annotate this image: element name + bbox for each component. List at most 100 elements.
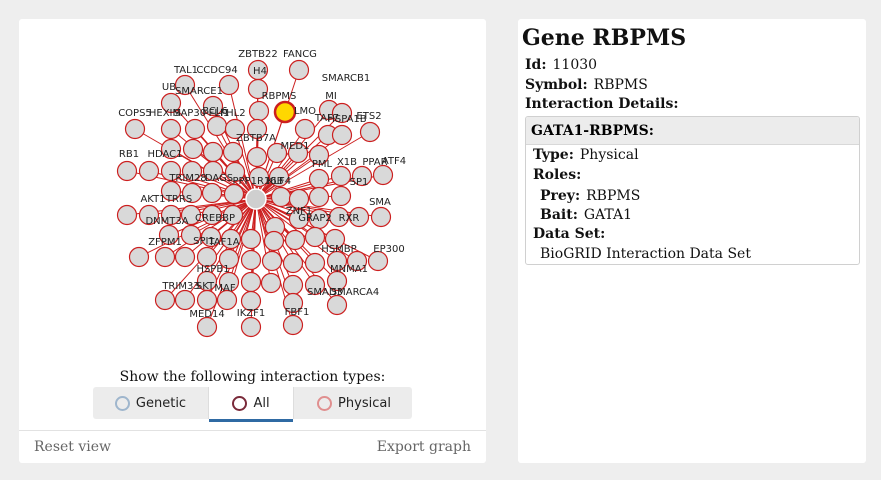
network-node[interactable] [202, 141, 224, 163]
network-node[interactable] [288, 208, 310, 230]
network-node[interactable] [202, 95, 224, 117]
network-node[interactable] [246, 146, 268, 168]
network-node[interactable] [222, 204, 244, 226]
network-node[interactable] [138, 204, 160, 226]
network-node[interactable] [181, 160, 203, 182]
network-node[interactable] [266, 142, 288, 164]
network-node[interactable] [154, 246, 176, 268]
network-node[interactable] [138, 160, 160, 182]
network-node-selected[interactable] [273, 100, 297, 124]
network-node[interactable] [218, 248, 240, 270]
network-node[interactable] [220, 228, 242, 250]
network-node[interactable] [223, 183, 245, 205]
network-node[interactable] [359, 121, 381, 143]
network-node[interactable] [174, 246, 196, 268]
network-node[interactable] [282, 274, 304, 296]
network-node[interactable] [240, 316, 262, 338]
network-node[interactable] [246, 118, 268, 140]
network-node[interactable] [288, 188, 310, 210]
network-node[interactable] [216, 289, 238, 311]
network-node[interactable] [240, 271, 262, 293]
network-node[interactable] [128, 246, 150, 268]
export-graph-button[interactable]: Export graph [376, 439, 471, 455]
network-node[interactable] [304, 226, 326, 248]
network-node[interactable] [370, 206, 392, 228]
network-node[interactable] [116, 204, 138, 226]
network-node[interactable] [328, 206, 350, 228]
network-node[interactable] [324, 228, 346, 250]
network-node[interactable] [261, 250, 283, 272]
network-node[interactable] [351, 165, 373, 187]
network-node[interactable] [346, 250, 368, 272]
network-node[interactable] [326, 294, 348, 316]
network-node[interactable] [247, 78, 269, 100]
network-node[interactable] [222, 141, 244, 163]
tab-genetic[interactable]: Genetic [93, 387, 208, 419]
network-node[interactable] [367, 250, 389, 272]
network-node[interactable] [331, 124, 353, 146]
tab-physical[interactable]: Physical [294, 387, 414, 419]
network-node[interactable] [184, 118, 206, 140]
network-node[interactable] [294, 118, 316, 140]
network-node[interactable] [160, 92, 182, 114]
network-node[interactable] [202, 160, 224, 182]
tab-all[interactable]: All [208, 387, 294, 422]
network-node[interactable] [287, 142, 309, 164]
network-node[interactable] [308, 168, 330, 190]
network-node[interactable] [282, 252, 304, 274]
network-node[interactable] [181, 182, 203, 204]
network-node[interactable] [330, 185, 352, 207]
network-node[interactable] [260, 272, 282, 294]
network-node[interactable] [348, 206, 370, 228]
network-node[interactable] [282, 292, 304, 314]
network-node[interactable] [196, 289, 218, 311]
network-node[interactable] [372, 164, 394, 186]
network-node[interactable] [282, 314, 304, 336]
network-node[interactable] [174, 74, 196, 96]
network-node[interactable] [154, 289, 176, 311]
network-node[interactable] [158, 224, 180, 246]
network-node-label: FLI1 [209, 108, 230, 119]
network-node[interactable] [240, 228, 262, 250]
network-node[interactable] [288, 59, 310, 81]
network-node[interactable] [248, 100, 270, 122]
network-node[interactable] [174, 289, 196, 311]
network-node[interactable] [160, 118, 182, 140]
network-node[interactable] [196, 246, 218, 268]
network-node[interactable] [263, 230, 285, 252]
network-node[interactable] [124, 118, 146, 140]
network-node[interactable] [326, 250, 348, 272]
network-node-center[interactable] [245, 188, 267, 210]
network-node[interactable] [116, 160, 138, 182]
network-node[interactable] [196, 316, 218, 338]
network-node[interactable] [331, 102, 353, 124]
network-node[interactable] [304, 274, 326, 296]
network-node[interactable] [182, 138, 204, 160]
network-node[interactable] [224, 161, 246, 183]
network-node[interactable] [218, 74, 240, 96]
network-node[interactable] [160, 160, 182, 182]
reset-view-button[interactable]: Reset view [34, 439, 112, 455]
network-node[interactable] [240, 249, 262, 271]
network-node[interactable] [160, 138, 182, 160]
network-node[interactable] [206, 115, 228, 137]
network-node[interactable] [200, 226, 222, 248]
network-node[interactable] [270, 186, 292, 208]
network-node[interactable] [201, 182, 223, 204]
network-node[interactable] [284, 229, 306, 251]
network-node[interactable] [304, 252, 326, 274]
network-node[interactable] [330, 165, 352, 187]
network-node[interactable] [180, 224, 202, 246]
network-node[interactable] [308, 186, 330, 208]
network-node[interactable] [201, 204, 223, 226]
network-node[interactable] [160, 204, 182, 226]
network-node[interactable] [160, 180, 182, 202]
network-node[interactable] [224, 118, 246, 140]
network-node[interactable] [326, 270, 348, 292]
interaction-network[interactable]: ZBTB22 FANCG TAL1 CCDC94 H4 UB SMARCE1 BCL6 MI SM… [19, 19, 486, 364]
network-node[interactable] [268, 166, 290, 188]
network-node[interactable] [240, 290, 262, 312]
network-node[interactable] [248, 166, 270, 188]
network-node[interactable] [308, 144, 330, 166]
network-node[interactable] [180, 204, 202, 226]
